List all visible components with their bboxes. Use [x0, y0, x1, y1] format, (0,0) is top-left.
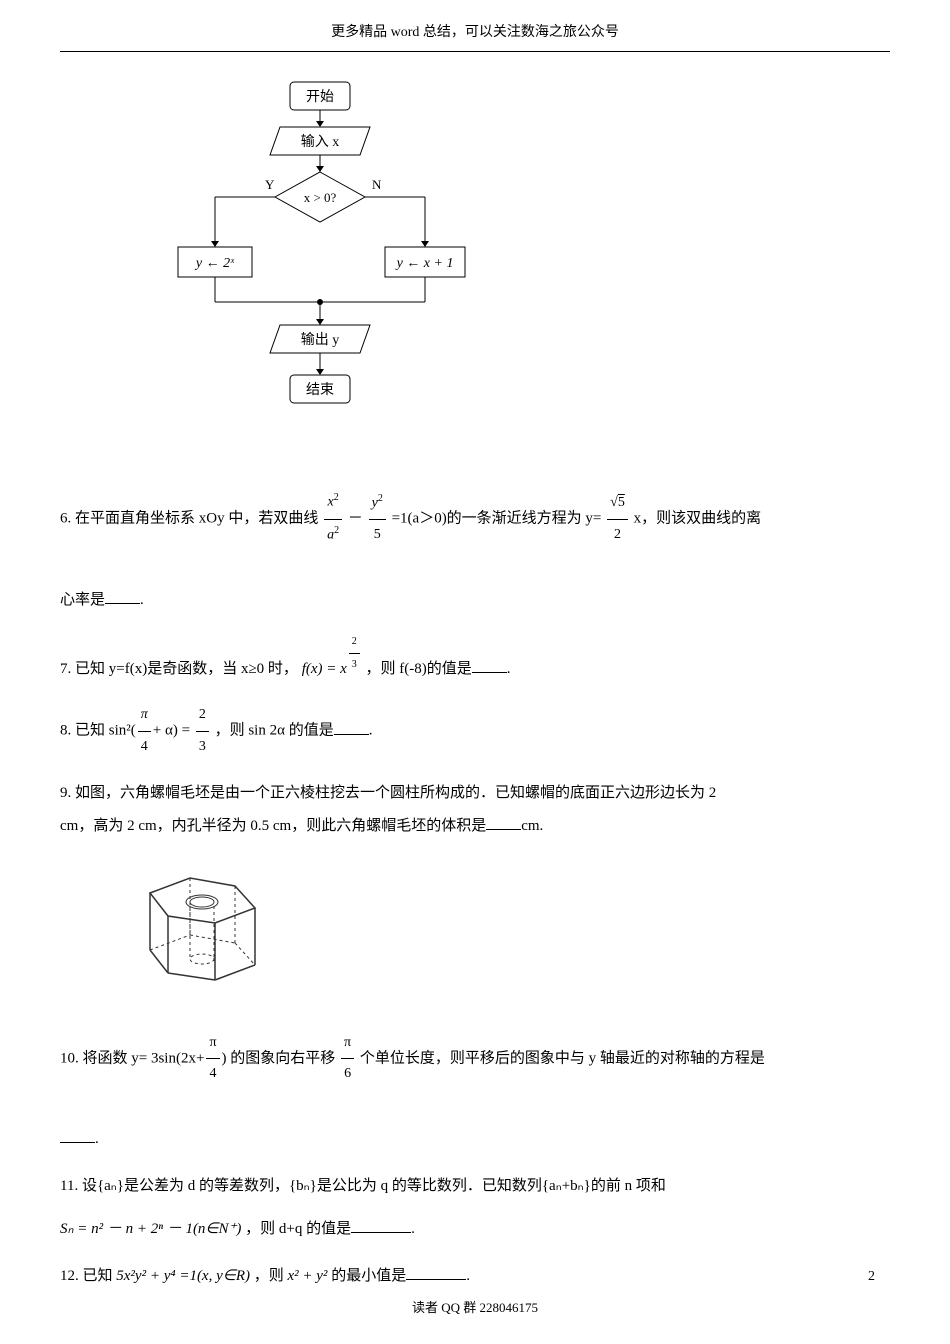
q12-prefix: 12. 已知	[60, 1268, 113, 1284]
q10-suffix: 个单位长度，则平移后的图象中与 y 轴最近的对称轴的方程是	[360, 1050, 765, 1066]
flowchart-figure: 开始 输入 x x > 0? Y N y ← 2ˣ y ← x + 1	[160, 77, 480, 457]
flow-decision: x > 0?	[304, 190, 337, 205]
flow-right: y ← x + 1	[395, 256, 454, 271]
question-8: 8. 已知 sin²(π4+ α) = 23 ，则 sin 2α 的值是.	[60, 700, 890, 763]
hexagon-figure	[110, 858, 290, 1008]
q11-formula: Sₙ = n² － n + 2ⁿ － 1(n∈N⁺)	[60, 1221, 241, 1237]
flow-input: 输入 x	[301, 134, 340, 150]
question-6: 6. 在平面直角坐标系 xOy 中，若双曲线 x2a2 － y25 =1(a＞0…	[60, 487, 890, 617]
q7-text-b: ，则 f(-8)的值是	[366, 661, 472, 677]
q6-line2: 心率是	[60, 592, 105, 608]
page-number: 2	[868, 1264, 875, 1289]
q7-text-a: 7. 已知 y=f(x)是奇函数，当 x≥0 时，	[60, 661, 298, 677]
q10-mid: 的图象向右平移	[230, 1050, 335, 1066]
page-header: 更多精品 word 总结，可以关注数海之旅公众号	[60, 20, 890, 52]
q10-prefix: 10. 将函数 y=	[60, 1050, 147, 1066]
flow-no: N	[372, 177, 382, 192]
page-footer: 读者 QQ 群 228046175	[0, 1296, 950, 1319]
q8-prefix: 8. 已知	[60, 723, 105, 739]
q6-text-a: 6. 在平面直角坐标系 xOy 中，若双曲线	[60, 511, 318, 527]
flow-start: 开始	[306, 89, 334, 105]
question-11: 11. 设{aₙ}是公差为 d 的等差数列，{bₙ}是公比为 q 的等比数列．已…	[60, 1170, 890, 1246]
question-9: 9. 如图，六角螺帽毛坯是由一个正六棱柱挖去一个圆柱所构成的．已知螺帽的底面正六…	[60, 777, 890, 843]
q9-line1: 9. 如图，六角螺帽毛坯是由一个正六棱柱挖去一个圆柱所构成的．已知螺帽的底面正六…	[60, 777, 890, 810]
q12-expr: x² + y²	[288, 1268, 328, 1284]
q12-formula: 5x²y² + y⁴ =1(x, y∈R)	[116, 1268, 250, 1284]
q11-suffix: ，则 d+q 的值是	[245, 1221, 351, 1237]
flow-left: y ← 2ˣ	[194, 256, 235, 271]
flow-yes: Y	[265, 177, 275, 192]
question-12: 12. 已知 5x²y² + y⁴ =1(x, y∈R) ，则 x² + y² …	[60, 1260, 890, 1293]
q12-suffix: 的最小值是	[331, 1268, 406, 1284]
q12-mid: ，则	[254, 1268, 284, 1284]
q8-mid: ，则 sin 2α 的值是	[215, 723, 334, 739]
question-7: 7. 已知 y=f(x)是奇函数，当 x≥0 时， f(x) = x23 ，则 …	[60, 631, 890, 686]
q6-text-c: x，则该双曲线的离	[634, 511, 762, 527]
flow-output: 输出 y	[301, 332, 340, 348]
q11-line1: 11. 设{aₙ}是公差为 d 的等差数列，{bₙ}是公比为 q 的等比数列．已…	[60, 1170, 890, 1203]
q6-text-b: =1(a＞0)的一条渐近线方程为 y=	[392, 511, 602, 527]
question-10: 10. 将函数 y= 3sin(2x+π4) 的图象向右平移 π6 个单位长度，…	[60, 1028, 890, 1157]
flow-end: 结束	[306, 382, 334, 398]
q9-line2: cm，高为 2 cm，内孔半径为 0.5 cm，则此六角螺帽毛坯的体积是	[60, 818, 486, 834]
